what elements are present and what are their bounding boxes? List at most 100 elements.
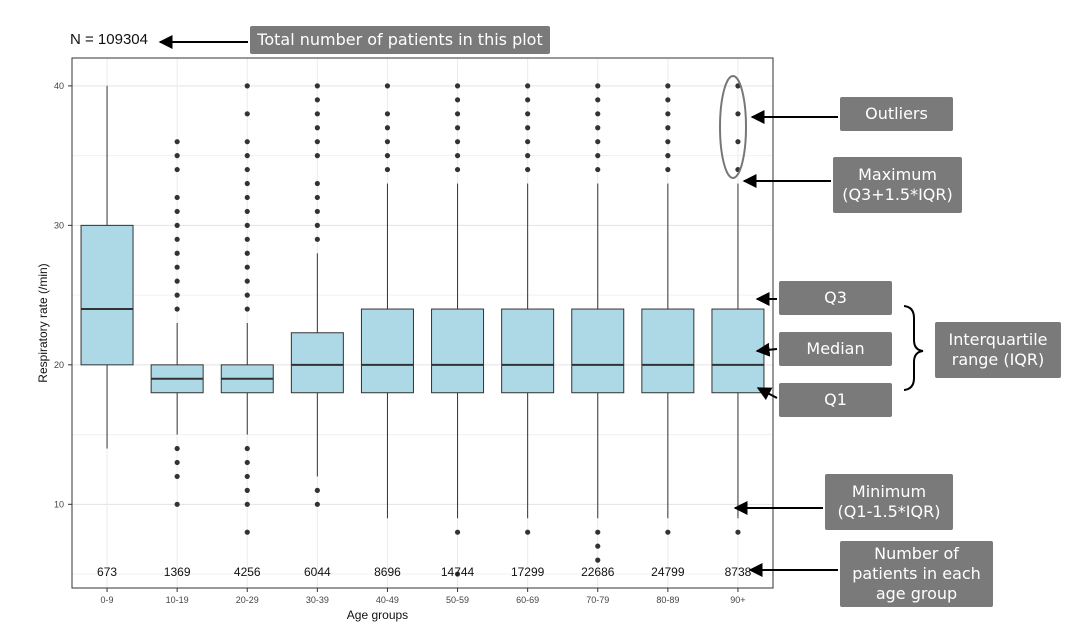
outlier-point xyxy=(665,83,671,89)
outlier-point xyxy=(735,111,741,117)
outlier-point xyxy=(314,180,320,187)
outlier-point xyxy=(525,97,531,103)
callout-outliers: Outliers xyxy=(840,97,953,131)
callout-iqr: Interquartile range (IQR) xyxy=(935,322,1061,378)
outlier-point xyxy=(244,501,250,507)
outlier-point xyxy=(314,83,320,89)
outlier-point xyxy=(244,459,250,466)
outlier-point xyxy=(595,111,601,117)
callout-total-text: Total number of patients in this plot xyxy=(257,30,543,49)
callout-minimum-line1: Minimum xyxy=(851,482,927,501)
callout-count-line3: age group xyxy=(875,584,958,603)
outlier-point xyxy=(525,153,531,159)
outlier-point xyxy=(244,194,250,201)
outlier-point xyxy=(244,222,250,228)
outlier-point xyxy=(665,125,671,131)
outlier-point xyxy=(665,111,671,117)
callout-minimum: Minimum (Q1-1.5*IQR) xyxy=(825,474,953,530)
outlier-point xyxy=(454,83,461,89)
outlier-point xyxy=(595,153,601,159)
outlier-point xyxy=(174,306,180,312)
callout-median: Median xyxy=(779,332,892,366)
outlier-point xyxy=(174,445,180,452)
x-tick-label: 90+ xyxy=(730,595,745,605)
plot-border xyxy=(71,57,774,589)
total-count-label: N = 109304 xyxy=(70,31,148,48)
outlier-point xyxy=(244,278,250,284)
outlier-point xyxy=(244,236,250,242)
outlier-point xyxy=(525,166,531,173)
outlier-point xyxy=(525,125,531,131)
callout-total: Total number of patients in this plot xyxy=(250,26,550,54)
outlier-point xyxy=(595,529,601,535)
callout-q1: Q1 xyxy=(779,383,892,417)
arrow-q1 xyxy=(756,387,778,401)
outlier-point xyxy=(174,222,180,228)
outlier-point xyxy=(595,166,601,173)
box-iqr xyxy=(360,308,414,394)
outlier-point xyxy=(454,153,461,159)
outlier-point xyxy=(454,111,461,117)
outlier-point xyxy=(314,487,320,493)
callout-iqr-line1: Interquartile xyxy=(948,330,1048,349)
y-tick-label: 30 xyxy=(54,220,64,230)
callout-maximum: Maximum (Q3+1.5*IQR) xyxy=(833,157,962,213)
outlier-point xyxy=(244,529,250,535)
outlier-point xyxy=(384,111,391,117)
outlier-point xyxy=(244,139,250,145)
arrow-median xyxy=(755,342,778,357)
outlier-point xyxy=(735,139,741,145)
outlier-point xyxy=(314,111,320,117)
count-label: 17299 xyxy=(511,565,545,579)
x-axis-title: Age groups xyxy=(347,608,408,622)
outlier-point xyxy=(595,139,601,145)
box-iqr xyxy=(290,332,344,394)
outlier-point xyxy=(244,306,250,312)
outlier-point xyxy=(595,125,601,131)
outlier-point xyxy=(314,125,320,131)
outlier-point xyxy=(174,473,180,480)
count-label: 1369 xyxy=(164,565,191,579)
outlier-point xyxy=(244,180,250,187)
callout-outliers-text: Outliers xyxy=(865,104,928,123)
outlier-point xyxy=(174,292,180,298)
outlier-point xyxy=(314,236,320,242)
y-tick-label: 20 xyxy=(54,360,64,370)
count-label: 14744 xyxy=(441,565,475,579)
outlier-point xyxy=(454,529,461,535)
x-tick-label: 50-59 xyxy=(446,595,469,605)
callout-maximum-line2: (Q3+1.5*IQR) xyxy=(842,185,953,204)
callout-q1-text: Q1 xyxy=(824,390,847,409)
outlier-point xyxy=(384,83,391,89)
outlier-point xyxy=(384,166,391,173)
x-tick-label: 30-39 xyxy=(306,595,329,605)
x-tick-label: 70-79 xyxy=(586,595,609,605)
outlier-point xyxy=(314,97,320,103)
box-iqr xyxy=(431,308,485,394)
outlier-point xyxy=(454,139,461,145)
outlier-point xyxy=(314,139,320,145)
outlier-point xyxy=(174,264,180,270)
count-label: 8738 xyxy=(725,565,752,579)
callout-iqr-line2: range (IQR) xyxy=(951,350,1045,369)
outlier-point xyxy=(525,111,531,117)
outlier-point xyxy=(244,487,250,493)
outlier-point xyxy=(244,111,250,117)
outlier-point xyxy=(525,139,531,145)
outlier-point xyxy=(454,97,461,103)
outlier-point xyxy=(244,153,250,159)
iqr-brace xyxy=(903,305,924,391)
outlier-point xyxy=(525,529,531,535)
outlier-point xyxy=(174,194,180,201)
outlier-point xyxy=(174,250,180,256)
outlier-point xyxy=(174,236,180,242)
callout-median-text: Median xyxy=(806,339,865,358)
outlier-point xyxy=(384,139,391,145)
x-tick-label: 20-29 xyxy=(236,595,259,605)
outlier-point xyxy=(595,543,601,549)
x-tick-label: 60-69 xyxy=(516,595,539,605)
outlier-point xyxy=(244,292,250,298)
outlier-point xyxy=(174,139,180,145)
